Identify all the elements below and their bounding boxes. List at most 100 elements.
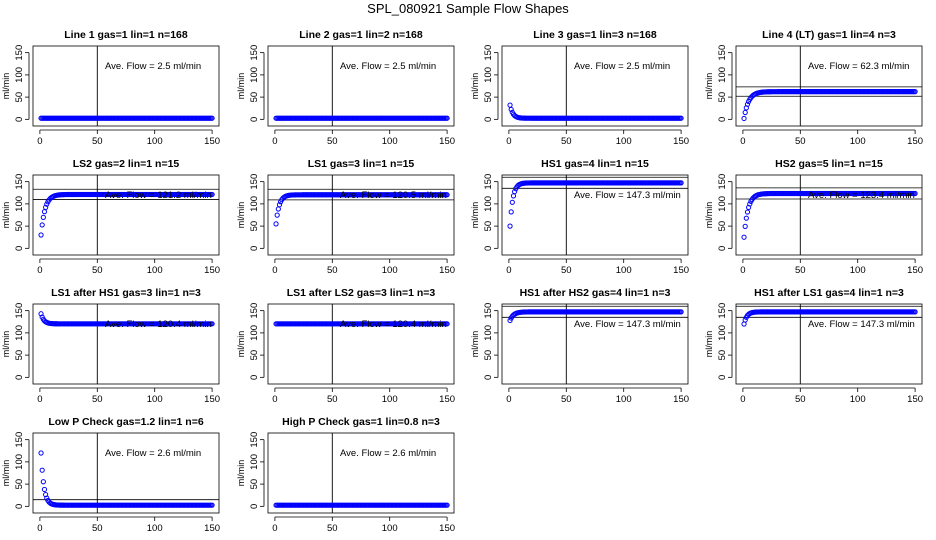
chart-title: LS1 after LS2 gas=3 lin=1 n=3 [287, 287, 436, 299]
data-point [444, 321, 450, 327]
x-tick-label: 150 [673, 136, 689, 147]
flow-annotation: Ave. Flow = 147.3 ml/min [574, 190, 681, 201]
data-series [273, 321, 450, 327]
flow-annotation: Ave. Flow = 2.5 ml/min [340, 61, 436, 72]
chart-title: LS1 after HS1 gas=3 lin=1 n=3 [51, 287, 201, 299]
data-point [209, 502, 215, 508]
x-tick-label: 0 [37, 265, 42, 276]
y-axis-label: ml/min [236, 202, 246, 229]
x-tick-label: 0 [740, 136, 745, 147]
y-tick-label: 100 [483, 67, 494, 83]
flow-annotation: Ave. Flow = 2.5 ml/min [574, 61, 670, 72]
flow-annotation: Ave. Flow = 147.3 ml/min [574, 319, 681, 330]
y-axis-label: ml/min [1, 202, 11, 229]
y-axis-label: ml/min [470, 73, 480, 100]
y-tick-label: 100 [14, 196, 25, 212]
x-tick-label: 150 [439, 136, 455, 147]
data-point [678, 115, 684, 121]
data-series [741, 309, 918, 327]
data-point [209, 115, 215, 121]
x-tick-label: 150 [907, 394, 923, 405]
data-point [41, 209, 48, 215]
y-tick-label: 0 [14, 504, 25, 509]
data-point [444, 502, 450, 508]
x-tick-label: 150 [204, 394, 220, 405]
x-tick-label: 50 [92, 523, 103, 534]
chart-title: LS1 gas=3 lin=1 n=15 [308, 158, 415, 170]
x-tick-label: 50 [327, 394, 338, 405]
chart-title: HS1 after HS2 gas=4 lin=1 n=3 [520, 287, 671, 299]
y-tick-label: 50 [249, 92, 260, 103]
x-tick-label: 50 [92, 136, 103, 147]
data-series [507, 102, 684, 121]
y-tick-label: 100 [717, 196, 728, 212]
plot-frame [32, 174, 220, 256]
chart-panel: HS1 gas=4 lin=1 n=15 0 50 100 150 0 50 100 150 ml… [470, 158, 689, 276]
y-tick-label: 100 [249, 196, 260, 212]
data-point [38, 232, 44, 238]
x-tick-label: 100 [147, 394, 163, 405]
data-point [508, 106, 514, 113]
y-tick-label: 100 [249, 67, 260, 83]
y-tick-label: 100 [717, 325, 728, 341]
x-tick-label: 100 [382, 394, 398, 405]
chart-title: HS2 gas=5 lin=1 n=15 [775, 158, 883, 170]
data-point [38, 450, 44, 456]
data-point [747, 201, 753, 207]
chart-panel: LS2 gas=2 lin=1 n=15 0 50 100 150 0 50 100 150 ml… [1, 158, 220, 276]
data-point [444, 192, 450, 198]
y-tick-label: 100 [483, 325, 494, 341]
x-tick-label: 0 [740, 394, 745, 405]
x-tick-label: 50 [561, 265, 572, 276]
x-tick-label: 100 [616, 265, 632, 276]
data-point [508, 209, 514, 215]
chart-panel: Low P Check gas=1.2 lin=1 n=6 0 50 100 150 0 5… [1, 416, 220, 534]
plot-frame [501, 174, 689, 256]
y-tick-label: 150 [14, 432, 25, 448]
x-tick-label: 150 [907, 265, 923, 276]
x-tick-label: 150 [439, 394, 455, 405]
plot-frame [32, 303, 220, 385]
y-tick-label: 0 [249, 504, 260, 509]
chart-title: HS1 gas=4 lin=1 n=15 [541, 158, 649, 170]
y-tick-label: 50 [14, 221, 25, 232]
data-point [744, 101, 751, 107]
y-tick-label: 50 [14, 350, 25, 361]
data-point [743, 215, 749, 221]
x-tick-label: 100 [616, 136, 632, 147]
x-tick-label: 150 [907, 136, 923, 147]
x-tick-label: 150 [204, 523, 220, 534]
x-tick-label: 50 [327, 136, 338, 147]
data-point [209, 321, 215, 327]
flow-annotation: Ave. Flow = 120.4 ml/min [105, 319, 212, 330]
y-tick-label: 50 [483, 350, 494, 361]
data-series [38, 115, 215, 121]
y-tick-label: 50 [249, 479, 260, 490]
y-tick-label: 0 [483, 375, 494, 380]
chart-panel: HS1 after LS1 gas=4 lin=1 n=3 0 50 100 150 0 5… [704, 287, 923, 405]
y-tick-label: 50 [483, 221, 494, 232]
y-axis-label: ml/min [704, 202, 714, 229]
y-tick-label: 100 [717, 67, 728, 83]
data-series [273, 192, 450, 227]
y-tick-label: 100 [249, 454, 260, 470]
chart-panel: Line 1 gas=1 lin=1 n=168 0 50 100 150 0 50 100 1… [1, 29, 220, 147]
flow-annotation: Ave. Flow = 120.4 ml/min [340, 319, 447, 330]
data-point [912, 89, 918, 95]
y-tick-label: 100 [483, 196, 494, 212]
flow-annotation: Ave. Flow = 2.5 ml/min [105, 61, 201, 72]
data-point [507, 102, 513, 108]
chart-title: Line 3 gas=1 lin=3 n=168 [533, 29, 657, 41]
plot-frame [735, 45, 923, 127]
x-tick-label: 0 [506, 265, 511, 276]
chart-panel: LS1 gas=3 lin=1 n=15 0 50 100 150 0 50 100 150 ml… [236, 158, 455, 276]
data-point [273, 221, 279, 227]
flow-annotation: Ave. Flow = 147.3 ml/min [808, 319, 915, 330]
x-tick-label: 100 [616, 394, 632, 405]
y-tick-label: 50 [717, 92, 728, 103]
data-point [39, 467, 45, 473]
data-point [512, 188, 518, 195]
y-tick-label: 0 [14, 117, 25, 122]
data-point [742, 223, 748, 229]
